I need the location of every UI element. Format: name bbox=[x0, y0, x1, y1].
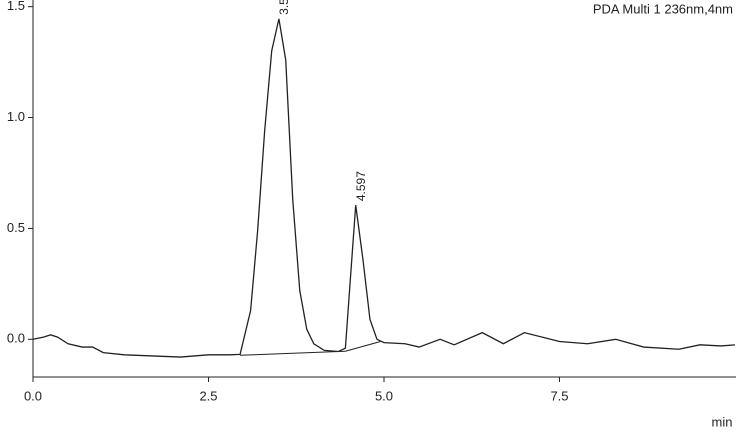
integration-baseline bbox=[345, 341, 381, 352]
y-tick-label: 0.0 bbox=[7, 331, 25, 346]
y-tick-label: 1.0 bbox=[7, 109, 25, 124]
peak-label: 4.597 bbox=[354, 171, 368, 201]
x-tick-label: 7.5 bbox=[550, 388, 568, 403]
chromatogram-line bbox=[32, 18, 736, 358]
peak-label: 3.503 bbox=[277, 0, 291, 15]
chart-title: PDA Multi 1 236nm,4nm bbox=[593, 1, 733, 16]
x-tick-label: 0.0 bbox=[24, 388, 42, 403]
x-axis-label: min bbox=[712, 414, 733, 429]
integration-baseline bbox=[240, 350, 346, 356]
y-tick-label: 1.5 bbox=[7, 0, 25, 13]
y-tick-label: 0.5 bbox=[7, 220, 25, 235]
x-tick-label: 5.0 bbox=[375, 388, 393, 403]
x-tick-label: 2.5 bbox=[199, 388, 217, 403]
